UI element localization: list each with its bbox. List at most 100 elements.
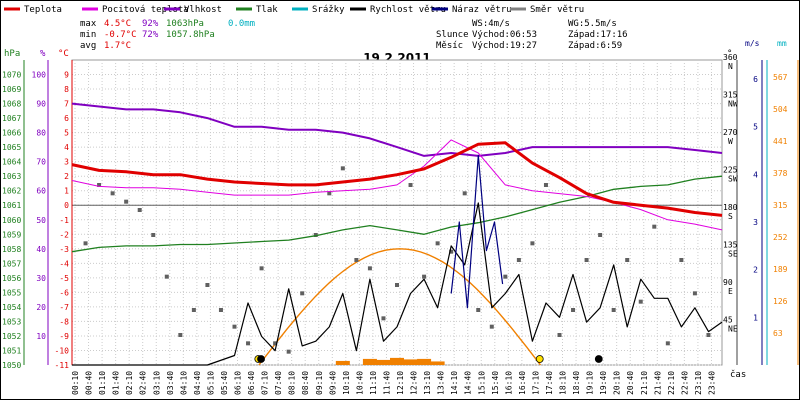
x-tick-label: 12:10 bbox=[396, 371, 405, 395]
stat-min-press: 1057.8hPa bbox=[166, 30, 215, 40]
humidity-tick: 70 bbox=[36, 158, 46, 167]
x-tick-label: 07:40 bbox=[274, 371, 283, 395]
x-tick-label: 12:40 bbox=[410, 371, 419, 395]
temperature-tick: 5 bbox=[64, 129, 69, 138]
wind-direction-mark bbox=[557, 333, 562, 337]
wind-tick: 6 bbox=[753, 75, 758, 84]
pressure-tick: 1055 bbox=[2, 288, 21, 297]
direction-tick-deg: 45 bbox=[723, 316, 733, 325]
temperature-tick: 4 bbox=[64, 143, 69, 152]
wind-direction-mark bbox=[611, 308, 616, 312]
wind-tick: 3 bbox=[753, 218, 758, 227]
temperature-tick: 8 bbox=[64, 85, 69, 94]
direction-tick-deg: 180 bbox=[723, 203, 738, 212]
humidity-tick: 100 bbox=[32, 71, 47, 80]
direction-tick-deg: 225 bbox=[723, 166, 738, 175]
x-tick-label: 18:10 bbox=[559, 371, 568, 395]
wind-direction-mark bbox=[435, 241, 440, 246]
pressure-tick: 1065 bbox=[2, 143, 21, 152]
x-tick-label: 09:40 bbox=[328, 371, 337, 395]
wind-direction-mark bbox=[706, 333, 711, 337]
axis-humidity-unit: % bbox=[40, 49, 46, 59]
wind-direction-mark bbox=[462, 191, 467, 196]
pressure-tick: 1050 bbox=[2, 361, 21, 370]
wind-direction-mark bbox=[598, 233, 603, 237]
rain-bar bbox=[335, 360, 350, 365]
wind-direction-mark bbox=[516, 258, 521, 262]
sun-label: Slunce bbox=[436, 30, 469, 40]
wind-direction-mark bbox=[124, 199, 129, 204]
astro-block: WS:4m/s WG:5.5m/s Slunce Východ:06:53 Zá… bbox=[436, 19, 628, 51]
series-temperature bbox=[71, 141, 723, 217]
wind-direction-mark bbox=[679, 258, 684, 262]
stat-min-temp: -0.7°C bbox=[104, 30, 137, 40]
rain-bar bbox=[417, 358, 432, 365]
temperature-tick: -7 bbox=[59, 303, 69, 312]
wind-direction-mark bbox=[327, 191, 332, 196]
pressure-tick: 1068 bbox=[2, 100, 21, 109]
rain-tick: 126 bbox=[773, 297, 788, 306]
x-tick-label: 22:10 bbox=[667, 371, 676, 395]
humidity-tick: 50 bbox=[36, 216, 46, 225]
temperature-tick: -8 bbox=[59, 317, 69, 326]
legend-label-4: Srážky bbox=[312, 5, 345, 15]
x-tick-label: 13:40 bbox=[437, 371, 446, 395]
wind-direction-mark bbox=[83, 241, 88, 246]
wind-direction-mark bbox=[584, 258, 589, 262]
direction-tick-dir: NW bbox=[728, 100, 738, 109]
moonset-marker bbox=[257, 355, 265, 363]
wind-direction-mark bbox=[191, 308, 196, 312]
legend-label-0: Teplota bbox=[24, 5, 62, 15]
pressure-tick: 1066 bbox=[2, 129, 21, 138]
rain-tick: 315 bbox=[773, 201, 788, 210]
direction-tick-dir: W bbox=[728, 137, 733, 146]
stat-min-hum: 72% bbox=[142, 30, 159, 40]
moon-rise: Východ:19:27 bbox=[472, 41, 537, 51]
humidity-tick: 20 bbox=[36, 303, 46, 312]
rain-bar bbox=[362, 358, 377, 365]
pressure-tick: 1067 bbox=[2, 114, 21, 123]
wind-direction-mark bbox=[97, 183, 102, 187]
legend-label-1: Pocitová teplota bbox=[102, 5, 189, 15]
humidity-tick: 90 bbox=[36, 100, 46, 109]
direction-tick-deg: 315 bbox=[723, 91, 738, 100]
pressure-tick: 1052 bbox=[2, 332, 21, 341]
x-tick-label: 15:10 bbox=[477, 371, 486, 395]
pressure-tick: 1061 bbox=[2, 201, 21, 210]
x-tick-label: 14:10 bbox=[450, 371, 459, 395]
pressure-tick: 1062 bbox=[2, 187, 21, 196]
x-tick-label: 11:10 bbox=[369, 371, 378, 395]
wind-direction-mark bbox=[625, 258, 630, 262]
wind-tick: 1 bbox=[753, 313, 758, 322]
temperature-tick: -11 bbox=[55, 361, 70, 370]
x-tick-label: 03:10 bbox=[152, 371, 161, 395]
pressure-tick: 1064 bbox=[2, 158, 21, 167]
series-wind-gust bbox=[450, 154, 504, 309]
sun-set: Západ:17:16 bbox=[568, 30, 628, 40]
pressure-tick: 1054 bbox=[2, 303, 21, 312]
x-tick-label: 02:10 bbox=[125, 371, 134, 395]
direction-tick-dir: S bbox=[728, 212, 733, 221]
direction-tick-dir: SE bbox=[728, 250, 738, 259]
wind-direction-mark bbox=[354, 258, 359, 262]
x-tick-label: 19:10 bbox=[586, 371, 595, 395]
legend-label-5: Rychlost větru bbox=[370, 5, 446, 15]
rain-bar bbox=[390, 357, 404, 365]
x-tick-label: 06:10 bbox=[234, 371, 243, 395]
series-pressure bbox=[71, 175, 723, 253]
x-tick-label: 04:10 bbox=[179, 371, 188, 395]
wind-direction-mark bbox=[638, 299, 643, 304]
stat-min-label: min bbox=[80, 30, 96, 40]
x-tick-label: 13:10 bbox=[423, 371, 432, 395]
humidity-tick: 10 bbox=[36, 332, 46, 341]
x-tick-label: 05:10 bbox=[206, 371, 215, 395]
legend-label-7: Směr větru bbox=[530, 5, 584, 15]
temperature-tick: -5 bbox=[59, 274, 69, 283]
x-tick-label: 06:40 bbox=[247, 371, 256, 395]
pressure-tick: 1059 bbox=[2, 230, 21, 239]
humidity-tick: 80 bbox=[36, 129, 46, 138]
wind-direction-mark bbox=[246, 341, 251, 346]
sun-elevation-curve bbox=[258, 248, 542, 366]
